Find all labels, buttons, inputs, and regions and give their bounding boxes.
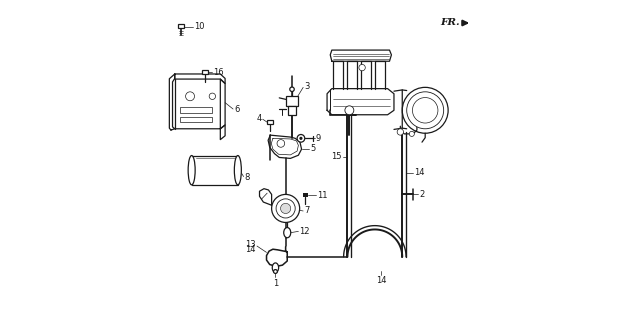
Text: 10: 10: [194, 22, 204, 31]
Circle shape: [413, 98, 438, 123]
FancyBboxPatch shape: [267, 120, 273, 124]
Bar: [180, 117, 212, 123]
Text: 13: 13: [245, 240, 256, 249]
Text: 5: 5: [310, 144, 316, 153]
FancyBboxPatch shape: [203, 69, 208, 74]
Text: FR.: FR.: [441, 18, 460, 27]
Circle shape: [185, 92, 194, 101]
Text: 15: 15: [331, 152, 342, 161]
Text: 6: 6: [234, 105, 239, 114]
Circle shape: [290, 87, 294, 92]
Circle shape: [359, 64, 365, 71]
Bar: [192, 156, 238, 185]
Ellipse shape: [284, 228, 291, 238]
Text: 1: 1: [273, 278, 278, 288]
Bar: [288, 106, 296, 116]
Text: 14: 14: [246, 245, 256, 254]
Circle shape: [299, 137, 302, 140]
Circle shape: [209, 93, 215, 100]
Text: 7: 7: [304, 206, 309, 215]
Circle shape: [272, 195, 300, 222]
Bar: [180, 107, 212, 113]
Text: 3: 3: [304, 82, 309, 91]
FancyBboxPatch shape: [303, 194, 308, 197]
FancyBboxPatch shape: [178, 24, 184, 28]
Circle shape: [345, 106, 354, 115]
Text: 4: 4: [256, 114, 262, 123]
Text: 16: 16: [213, 68, 224, 76]
Text: 14: 14: [414, 168, 425, 177]
Circle shape: [276, 199, 295, 218]
Text: 11: 11: [317, 190, 328, 200]
Circle shape: [397, 129, 403, 135]
Text: 8: 8: [245, 173, 250, 182]
Circle shape: [410, 131, 415, 136]
Text: 14: 14: [376, 276, 387, 285]
Circle shape: [281, 203, 291, 213]
Circle shape: [406, 92, 444, 129]
Ellipse shape: [272, 263, 279, 272]
Ellipse shape: [188, 156, 195, 185]
Circle shape: [402, 87, 448, 133]
Ellipse shape: [234, 156, 241, 185]
Text: 12: 12: [299, 227, 310, 236]
Bar: [286, 96, 298, 106]
Text: 2: 2: [419, 190, 424, 199]
Text: 9: 9: [316, 134, 321, 143]
Circle shape: [274, 270, 277, 273]
Circle shape: [277, 140, 284, 147]
Circle shape: [297, 134, 305, 142]
